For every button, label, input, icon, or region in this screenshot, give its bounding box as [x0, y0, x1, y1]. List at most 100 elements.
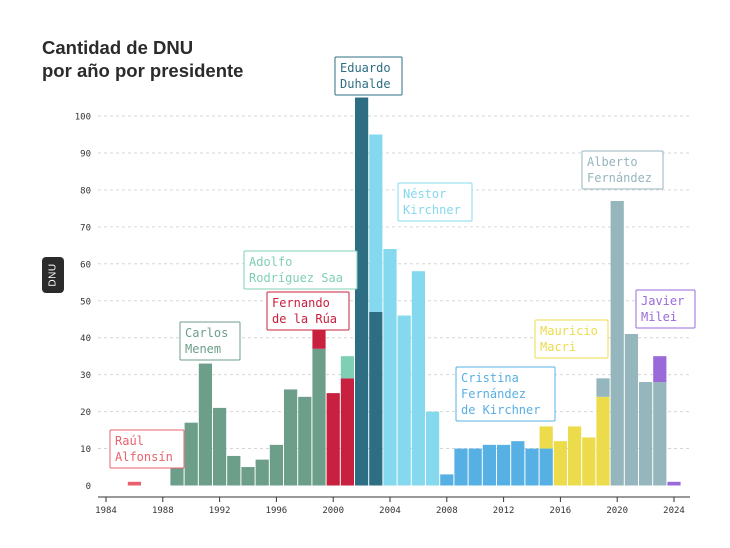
annotation-box-de_la_rua — [266, 291, 350, 331]
bar-1990-menem — [184, 422, 198, 486]
bar-2001-de_la_rua — [340, 378, 354, 486]
y-tick-label-70: 70 — [80, 223, 91, 233]
bar-2019-fernandez — [596, 378, 610, 397]
bar-2004-kirchner — [383, 249, 397, 486]
annotation-label-cfk-2: de Kirchner — [461, 403, 540, 417]
x-tick-label-2020: 2020 — [606, 506, 628, 516]
bar-1989-menem — [170, 467, 184, 486]
bar-2022-fernandez — [639, 382, 653, 486]
x-tick-label-2004: 2004 — [379, 506, 401, 516]
annotation-box-kirchner — [397, 182, 473, 222]
bar-2002-duhalde — [355, 97, 369, 486]
annotation-label-de_la_rua-0: Fernando — [272, 296, 330, 310]
bar-2016-macri — [553, 441, 567, 486]
bar-2007-kirchner — [426, 411, 440, 486]
bar-1986-alfonsin — [127, 481, 141, 486]
annotation-label-alfonsin-1: Alfonsín — [115, 450, 173, 464]
y-tick-label-20: 20 — [80, 408, 91, 418]
bar-2012-cfk — [497, 444, 511, 486]
annotation-label-fernandez-1: Fernández — [587, 171, 652, 185]
bar-2017-macri — [568, 426, 582, 486]
annotation-label-milei-1: Milei — [641, 310, 677, 324]
chart-title: Cantidad de DNU por año por presidente — [42, 36, 243, 82]
annotation-label-rodriguez_saa-0: Adolfo — [249, 255, 292, 269]
annotation-box-rodriguez_saa — [243, 250, 358, 290]
y-tick-label-90: 90 — [80, 149, 91, 159]
y-axis-label-badge: DNU — [42, 257, 64, 293]
annotation-box-fernandez — [581, 150, 664, 190]
annotation-label-de_la_rua-1: de la Rúa — [272, 312, 337, 326]
annotation-label-alfonsin-0: Raúl — [115, 434, 144, 448]
bar-1996-menem — [269, 444, 283, 486]
bar-2003-duhalde — [369, 311, 383, 486]
annotation-label-kirchner-1: Kirchner — [403, 203, 461, 217]
annotation-box-cfk — [455, 366, 556, 422]
y-tick-label-80: 80 — [80, 186, 91, 196]
annotation-label-menem-0: Carlos — [185, 326, 228, 340]
bar-1994-menem — [241, 467, 255, 486]
annotation-box-alfonsin — [109, 429, 185, 469]
bar-2003-kirchner — [369, 134, 383, 312]
y-tick-label-40: 40 — [80, 334, 91, 344]
chart-title-line-2: por año por presidente — [42, 60, 244, 81]
x-tick-label-2008: 2008 — [436, 506, 458, 516]
bar-2001-rodriguez_saa — [340, 356, 354, 379]
annotation-label-duhalde-0: Eduardo — [340, 61, 391, 75]
y-tick-label-30: 30 — [80, 371, 91, 381]
bar-2015-cfk — [539, 448, 553, 486]
x-tick-label-1996: 1996 — [266, 506, 288, 516]
bar-1998-menem — [298, 396, 312, 486]
bar-2018-macri — [582, 437, 596, 486]
bar-1999-de_la_rua — [312, 330, 326, 349]
bar-2009-cfk — [454, 448, 468, 486]
x-tick-label-2016: 2016 — [550, 506, 572, 516]
bar-2021-fernandez — [624, 334, 638, 486]
y-tick-label-60: 60 — [80, 260, 91, 270]
bar-1992-menem — [213, 407, 227, 486]
bar-1999-menem — [312, 348, 326, 486]
annotation-box-milei — [635, 289, 696, 329]
bar-2023-fernandez — [653, 382, 667, 486]
annotation-label-cfk-1: Fernández — [461, 387, 526, 401]
bar-2008-cfk — [440, 474, 454, 486]
x-tick-label-1984: 1984 — [95, 506, 117, 516]
x-tick-label-2024: 2024 — [663, 506, 685, 516]
bar-2010-cfk — [468, 448, 482, 486]
bar-1993-menem — [227, 455, 241, 486]
bar-2019-macri — [596, 396, 610, 486]
bar-2024-milei — [667, 481, 681, 486]
bar-2005-kirchner — [397, 315, 411, 486]
bar-2020-fernandez — [610, 200, 624, 486]
bar-2006-kirchner — [411, 271, 425, 486]
y-tick-label-50: 50 — [80, 297, 91, 307]
bar-2011-cfk — [482, 444, 496, 486]
annotation-box-duhalde — [334, 56, 403, 96]
chart-title-line-1: Cantidad de DNU — [42, 37, 194, 58]
x-tick-label-1988: 1988 — [152, 506, 174, 516]
y-tick-label-100: 100 — [75, 113, 91, 123]
x-tick-label-1992: 1992 — [209, 506, 231, 516]
annotation-label-fernandez-0: Alberto — [587, 155, 638, 169]
annotation-label-kirchner-0: Néstor — [403, 187, 446, 201]
y-tick-label-0: 0 — [86, 482, 91, 492]
bar-2023-milei — [653, 356, 667, 383]
annotation-label-milei-0: Javier — [641, 294, 684, 308]
y-tick-label-10: 10 — [80, 445, 91, 455]
annotation-label-cfk-0: Cristina — [461, 371, 519, 385]
annotation-box-macri — [534, 319, 609, 359]
annotation-label-rodriguez_saa-1: Rodríguez Saa — [249, 271, 343, 285]
bar-2013-cfk — [511, 441, 525, 486]
annotation-box-menem — [179, 321, 241, 361]
bar-1991-menem — [198, 363, 212, 486]
annotation-label-macri-0: Mauricio — [540, 324, 598, 338]
bar-2014-cfk — [525, 448, 539, 486]
x-tick-label-2000: 2000 — [322, 506, 344, 516]
annotation-label-menem-1: Menem — [185, 342, 221, 356]
bar-2015-macri — [539, 426, 553, 449]
annotation-label-macri-1: Macri — [540, 340, 576, 354]
annotation-label-duhalde-1: Duhalde — [340, 77, 391, 91]
bar-2000-de_la_rua — [326, 393, 340, 486]
bar-1997-menem — [284, 389, 298, 486]
bar-1995-menem — [255, 459, 269, 486]
